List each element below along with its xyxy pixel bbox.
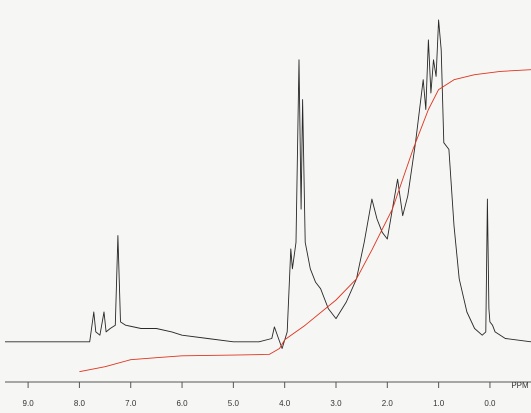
x-axis-label: PPM — [511, 381, 529, 390]
x-tick-label: 0.0 — [484, 399, 496, 408]
x-tick-label: 6.0 — [176, 399, 188, 408]
x-tick-label: 8.0 — [74, 399, 86, 408]
x-tick-label: 2.0 — [382, 399, 394, 408]
x-tick-label: 4.0 — [279, 399, 291, 408]
x-tick-label: 3.0 — [330, 399, 342, 408]
x-tick-label: 5.0 — [228, 399, 240, 408]
spectrum-line — [5, 19, 531, 349]
spectrum-line — [79, 69, 531, 373]
x-tick-label: 1.0 — [433, 399, 445, 408]
x-tick-label: 7.0 — [125, 399, 137, 408]
x-tick-label: 9.0 — [23, 399, 35, 408]
